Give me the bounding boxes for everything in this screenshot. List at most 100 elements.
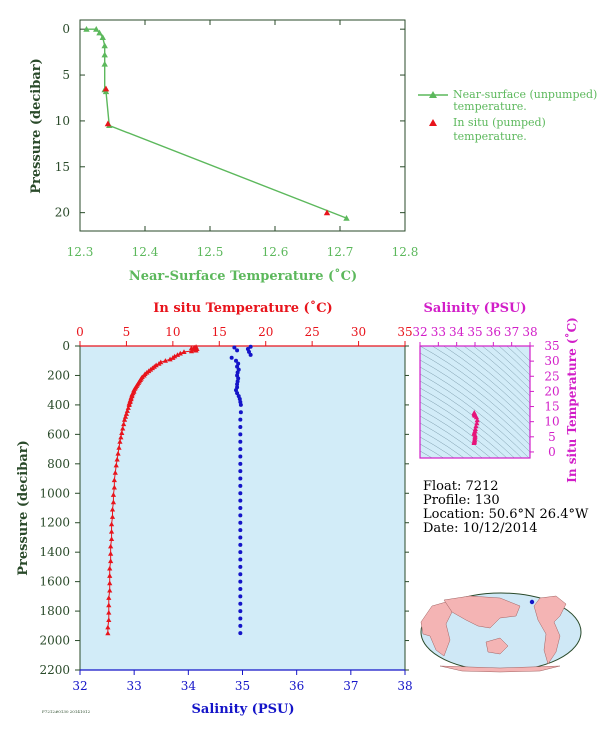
temperature-point: [115, 450, 121, 456]
temperature-point: [170, 355, 176, 360]
salinity-point: [238, 417, 243, 422]
legend-triangle-icon-pumped: [429, 119, 437, 126]
salinity-point: [238, 439, 243, 444]
temperature-point: [113, 462, 119, 468]
salinity-point: [238, 506, 243, 510]
ts-temperature-tick-label: 25: [544, 369, 559, 383]
top-x-ticks: 12.3 12.4 12.5 12.6 12.7 12.8: [67, 20, 419, 259]
temperature-point: [107, 587, 113, 593]
temperature-point: [125, 405, 131, 410]
top-y-tick-label: 5: [62, 68, 70, 82]
salinity-point: [235, 382, 240, 387]
temperature-point: [122, 414, 129, 419]
top-x-tick-label: 12.8: [392, 245, 419, 259]
salinity-point: [238, 410, 243, 415]
salinity-point: [238, 623, 243, 628]
temperature-profile: [105, 344, 200, 636]
temperature-point: [107, 565, 113, 571]
map-asia: [443, 595, 521, 629]
salinity-point: [238, 491, 243, 496]
temperature-point: [106, 602, 112, 608]
salinity-axis-label: Salinity (PSU): [192, 702, 295, 717]
temperature-point: [108, 558, 114, 564]
map-australia: [485, 637, 509, 655]
salinity-point: [238, 454, 243, 459]
salinity-point: [248, 344, 253, 349]
temperature-point: [124, 408, 130, 413]
salinity-point: [235, 364, 240, 369]
pressure-tick-label: 400: [47, 398, 70, 412]
top-x-tick-label: 12.6: [262, 245, 289, 259]
near-surface-legend: Near-surface (unpumped) temperature. In …: [418, 88, 597, 143]
profile-number: Profile: 130: [423, 493, 500, 508]
legend-label-pumped-line1: In situ (pumped): [453, 116, 546, 129]
density-contour: [490, 346, 530, 383]
salinity-tick-label: 38: [397, 679, 412, 693]
unpumped-temperature-point: [101, 51, 108, 58]
temperature-tick-label: 30: [351, 325, 366, 339]
temperature-point: [193, 347, 199, 353]
temperature-point: [188, 348, 195, 354]
temperature-point: [120, 425, 126, 431]
pressure-tick-label: 1000: [39, 486, 70, 500]
salinity-point: [235, 391, 240, 396]
salinity-point: [238, 528, 243, 533]
salinity-tick-label: 32: [72, 679, 87, 693]
salinity-point: [238, 432, 243, 437]
profile-plot-background: [79, 345, 406, 671]
temperature-point: [107, 580, 113, 586]
salinity-profile: [229, 344, 253, 636]
temperature-tick-label: 15: [212, 325, 227, 339]
near-surface-x-label: Near-Surface Temperature (˚C): [129, 268, 357, 284]
salinity-point: [248, 352, 253, 357]
temperature-point: [111, 484, 117, 490]
near-surface-plot-frame: [79, 19, 406, 232]
pressure-tick-label: 800: [47, 457, 70, 471]
density-contour: [420, 366, 530, 453]
unpumped-temperature-point: [343, 214, 350, 221]
temperature-point: [105, 624, 111, 630]
pressure-tick-label: 1200: [39, 516, 70, 530]
float-info: Float: 7212 Profile: 130 Location: 50.6°…: [423, 479, 589, 536]
salinity-point: [238, 587, 243, 591]
temperature-point: [156, 361, 162, 366]
ts-point: [474, 417, 480, 423]
salinity-point: [238, 572, 243, 577]
salinity-point: [235, 348, 240, 353]
ts-salinity-tick-label: 35: [467, 325, 482, 339]
salinity-point: [238, 550, 243, 555]
density-contour: [420, 429, 465, 458]
salinity-point: [238, 425, 243, 429]
density-contour: [420, 422, 474, 458]
float-location: Location: 50.6°N 26.4°W: [423, 507, 589, 522]
density-contour: [463, 346, 530, 404]
salinity-tick-label: 35: [235, 679, 250, 693]
salinity-point: [238, 402, 243, 407]
ts-temperature-tick-label: 35: [544, 339, 559, 353]
pressure-tick-label: 200: [47, 368, 70, 382]
unpumped-temperature-point: [101, 60, 108, 67]
temperature-point: [112, 470, 118, 475]
temperature-point: [162, 358, 169, 363]
temperature-point: [174, 352, 181, 357]
pressure-tick-label: 1800: [39, 604, 70, 618]
ts-point: [471, 409, 477, 415]
density-contour: [443, 346, 530, 418]
pressure-tick-label: 2200: [39, 663, 70, 677]
temperature-point: [107, 573, 113, 578]
ts-salinity-tick-label: 38: [522, 325, 537, 339]
salinity-point: [234, 358, 238, 363]
near-surface-panel: 12.3 12.4 12.5 12.6 12.7 12.8 0 5 10 15 20 Near-S…: [29, 19, 597, 284]
temperature-tick-label: 20: [258, 325, 273, 339]
profile-panel: 0 5 10 15 20 25 30 35 32 33 34 35 36 37 38 0 200 400 600…: [16, 300, 413, 717]
temperature-point: [106, 595, 112, 600]
temperature-tick-label: 35: [397, 325, 412, 339]
salinity-tick-label: 34: [181, 679, 197, 693]
temperature-tick-label: 0: [76, 325, 84, 339]
ts-temperature-tick-label: 5: [548, 430, 556, 444]
salinity-ticks: 32 33 34 35 36 37 38: [72, 670, 413, 693]
salinity-point: [238, 609, 243, 614]
ts-salinity-ticks: 32 33 34 35 36 37 38: [412, 325, 538, 346]
salinity-point: [238, 447, 243, 452]
top-x-tick-label: 12.3: [67, 245, 94, 259]
